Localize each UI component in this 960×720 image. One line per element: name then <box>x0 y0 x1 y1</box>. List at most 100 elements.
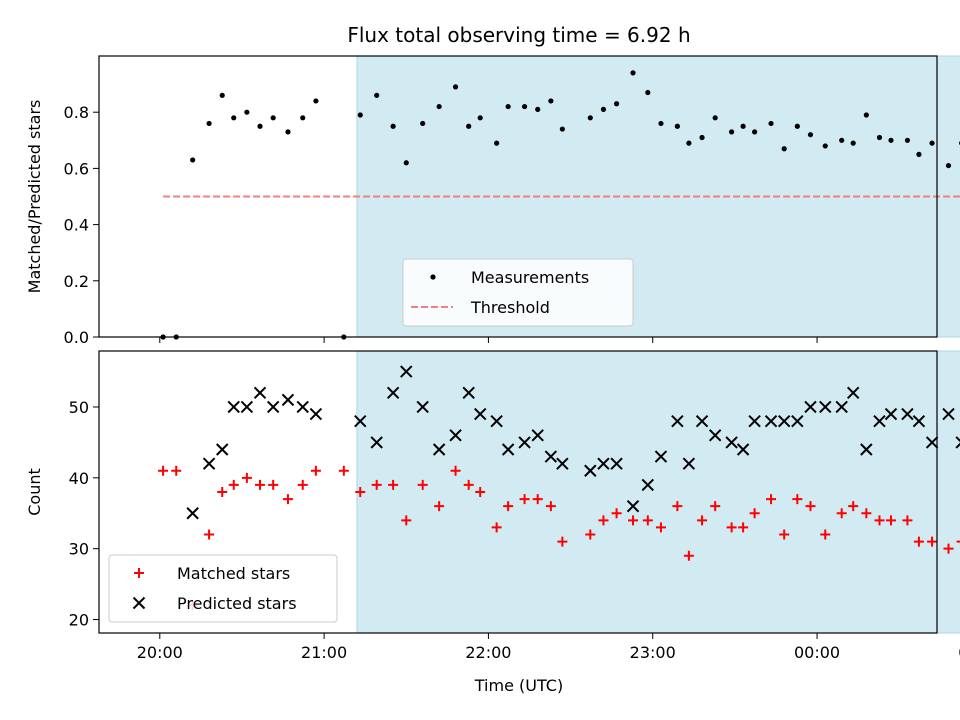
matched-star-point <box>255 479 266 490</box>
predicted-star-point <box>556 457 569 470</box>
legend-entry-label: Measurements <box>471 268 589 287</box>
predicted-star-point <box>400 365 413 378</box>
predicted-star-point <box>597 457 610 470</box>
measurement-point <box>850 140 856 146</box>
count-panel: 2030405020:0021:0022:0023:0000:0001:0002… <box>25 350 960 662</box>
predicted-star-point <box>281 393 295 407</box>
predicted-star-point <box>925 436 939 449</box>
matched-star-point <box>956 540 960 543</box>
measurement-point <box>270 115 276 121</box>
measurement-point <box>190 157 196 163</box>
matched-star-point <box>401 515 412 526</box>
matched-star-point <box>885 515 896 526</box>
legend-box <box>402 258 634 327</box>
matched-star-point <box>672 501 683 512</box>
ratio-panel-legend: Measurements Threshold <box>402 258 634 327</box>
measurement-point <box>768 120 774 127</box>
measurement-point <box>740 123 746 129</box>
predicted-star-point <box>309 407 323 421</box>
matched-star-point <box>204 529 215 540</box>
measurement-point <box>313 98 319 104</box>
predicted-star-point <box>884 407 898 421</box>
measurement-point <box>712 115 718 121</box>
matched-star-point <box>749 508 760 519</box>
matched-star-point <box>805 501 816 512</box>
ratio-panel-series-layer <box>160 70 960 340</box>
predicted-star-point <box>474 407 487 421</box>
matched-star-point <box>171 465 182 476</box>
measurement-point <box>674 123 680 129</box>
matched-star-point <box>585 529 596 540</box>
ratio-panel-axes: 0.0 0.2 0.4 0.6 0.8 <box>64 55 938 347</box>
legend-entry-label: Threshold <box>470 298 550 317</box>
measurement-point <box>752 129 758 135</box>
matched-star-point <box>913 536 924 547</box>
predicted-star-point <box>544 450 558 463</box>
predicted-star-point <box>955 436 960 449</box>
matched-star-point <box>503 501 514 512</box>
measurement-point <box>863 112 869 118</box>
measurement-point <box>466 123 472 129</box>
measurement-point <box>244 109 250 115</box>
predicted-star-point <box>736 443 750 456</box>
matched-star-point <box>519 494 530 505</box>
predicted-star-point <box>584 464 597 477</box>
matched-star-point <box>726 522 737 533</box>
matched-star-point <box>628 515 639 526</box>
measurement-point <box>929 140 935 146</box>
measurement-point <box>257 123 263 129</box>
measurement-point <box>505 103 511 110</box>
legend-entry-label: Matched stars <box>177 564 290 583</box>
predicted-star-point <box>725 436 738 449</box>
measurement-point <box>494 140 500 146</box>
predicted-star-point <box>501 443 515 456</box>
predicted-star-point <box>449 429 462 442</box>
legend-box <box>108 554 338 623</box>
predicted-star-point <box>370 436 383 449</box>
measurement-point <box>600 106 607 112</box>
y-tick-label: 0.0 <box>64 328 89 347</box>
measurement-point <box>839 137 845 143</box>
predicted-star-point <box>531 429 544 442</box>
predicted-star-point <box>873 414 886 428</box>
axes-frame <box>98 55 938 338</box>
matched-star-point <box>848 501 859 512</box>
predicted-star-point <box>777 414 791 428</box>
measurement-point <box>535 106 541 112</box>
matched-star-point <box>475 487 486 497</box>
predicted-star-point <box>695 414 709 428</box>
predicted-star-point <box>416 400 429 414</box>
x-tick-label: 22:00 <box>465 643 511 662</box>
measurement-point <box>876 134 883 141</box>
predicted-star-point <box>432 443 446 456</box>
measurement-point <box>300 115 306 121</box>
predicted-star-point <box>791 414 804 428</box>
predicted-star-point <box>518 436 531 449</box>
matched-star-point <box>766 494 777 505</box>
observing-interval-shade <box>356 350 960 634</box>
matched-star-point <box>927 536 938 547</box>
x-tick-label: 01:00 <box>958 643 960 662</box>
matched-star-point <box>297 479 308 490</box>
matched-star-point <box>943 543 954 554</box>
predicted-star-point <box>386 386 400 400</box>
matched-star-point <box>241 472 252 483</box>
predicted-star-point <box>835 400 848 414</box>
matched-star-point <box>217 487 228 497</box>
measurement-point <box>729 129 735 135</box>
predicted-star-point <box>901 407 914 421</box>
measurement-point <box>477 115 483 121</box>
measurement-point <box>587 115 593 121</box>
predicted-star-point <box>804 400 817 414</box>
predicted-star-point <box>846 386 860 400</box>
predicted-star-point <box>819 400 832 414</box>
measurement-point <box>420 120 426 127</box>
legend-entry-label: Predicted stars <box>177 594 297 613</box>
measurement-point <box>452 84 459 90</box>
predicted-star-point <box>764 414 778 428</box>
measurement-point <box>206 120 212 127</box>
measurement-point <box>794 123 800 129</box>
measurement-point <box>613 101 620 107</box>
measurement-point <box>686 140 692 146</box>
matched-star-point <box>371 479 382 490</box>
